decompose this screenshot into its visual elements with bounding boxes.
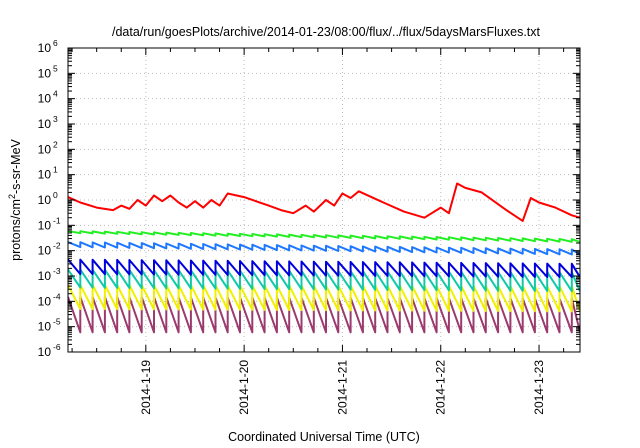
series-line [68,241,580,256]
y-tick-label: 10 -4 [38,291,61,308]
y-tick-base: 10 [38,193,52,207]
y-tick-label: 10 2 [38,139,58,156]
series-line [68,230,580,243]
y-tick-exponent: -6 [53,342,61,352]
y-tick-base: 10 [38,142,52,156]
y-tick-exponent: 2 [53,139,58,149]
x-tick-label: 2014-1-20 [237,360,251,415]
y-tick-label: 10 -6 [38,342,61,359]
y-tick-exponent: -2 [53,241,61,251]
y-axis-label-rest: -s-sr-MeV [9,138,23,194]
y-tick-exponent: 5 [53,63,58,73]
y-tick-exponent: -3 [53,266,61,276]
y-tick-exponent: -1 [53,215,61,225]
y-tick-label: 10 -5 [38,317,61,334]
y-tick-base: 10 [38,92,52,106]
y-tick-base: 10 [38,244,52,258]
x-tick-label: 2014-1-19 [139,360,153,415]
y-tick-label: 10 3 [38,114,58,131]
y-tick-exponent: -4 [53,291,61,301]
x-tick-label: 2014-1-23 [532,360,546,415]
y-tick-exponent: -5 [53,317,61,327]
y-tick-label: 10 1 [38,165,58,182]
y-tick-label: 10 -1 [38,215,61,232]
series-line [68,258,580,279]
y-tick-exponent: 4 [53,89,58,99]
y-tick-exponent: 3 [53,114,58,124]
series-line [68,182,580,222]
y-tick-base: 10 [38,320,52,334]
y-tick-base: 10 [38,117,52,131]
y-tick-base: 10 [38,168,52,182]
x-tick-label: 2014-1-21 [335,360,349,415]
y-tick-label: 10 -3 [38,266,61,283]
y-tick-base: 10 [38,269,52,283]
y-tick-label: 10 5 [38,63,58,80]
y-tick-base: 10 [38,294,52,308]
y-ticks: 10 -610 -510 -410 -310 -210 -110 010 110 210 310 41… [38,38,580,359]
y-axis-label-base: protons/cm [9,199,23,261]
y-tick-exponent: 1 [53,165,58,175]
y-tick-label: 10 6 [38,38,58,55]
y-axis-label-exp: 2 [7,194,17,199]
x-ticks: 2014-1-19 2014-1-20 2014-1-21 2014-1-22 2014… [71,48,565,415]
y-tick-base: 10 [38,41,52,55]
series-lines [68,182,580,334]
y-tick-base: 10 [38,345,52,359]
y-tick-exponent: 6 [53,38,58,48]
y-tick-label: 10 4 [38,89,58,106]
y-axis-label: protons/cm2-s-sr-MeV [7,138,23,260]
y-tick-base: 10 [38,66,52,80]
y-tick-exponent: 0 [53,190,58,200]
x-axis-label: Coordinated Universal Time (UTC) [228,430,420,444]
y-tick-label: 10 0 [38,190,58,207]
x-tick-label: 2014-1-22 [434,360,448,415]
chart-title: /data/run/goesPlots/archive/2014-01-23/0… [112,25,541,39]
y-tick-base: 10 [38,218,52,232]
y-tick-label: 10 -2 [38,241,61,258]
